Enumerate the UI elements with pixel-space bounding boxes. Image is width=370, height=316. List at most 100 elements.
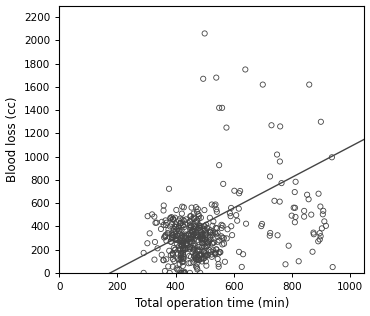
Point bbox=[216, 105, 222, 110]
Point bbox=[191, 232, 197, 237]
Point bbox=[144, 241, 150, 246]
Point bbox=[181, 225, 187, 230]
X-axis label: Total operation time (min): Total operation time (min) bbox=[135, 297, 289, 310]
Point bbox=[201, 248, 207, 253]
Point bbox=[317, 204, 323, 209]
Point bbox=[323, 223, 329, 228]
Point bbox=[164, 220, 169, 225]
Point bbox=[229, 233, 235, 238]
Point bbox=[174, 227, 180, 232]
Point bbox=[178, 270, 184, 275]
Point bbox=[293, 179, 299, 184]
Point bbox=[178, 255, 184, 260]
Point bbox=[199, 233, 205, 238]
Point bbox=[322, 219, 327, 224]
Point bbox=[170, 217, 176, 222]
Point bbox=[200, 235, 206, 240]
Point bbox=[317, 231, 323, 236]
Point bbox=[219, 222, 225, 227]
Point bbox=[177, 239, 183, 244]
Point bbox=[168, 239, 174, 244]
Point bbox=[172, 234, 178, 239]
Point bbox=[267, 174, 273, 179]
Point bbox=[209, 252, 215, 257]
Point bbox=[216, 262, 222, 267]
Point bbox=[161, 222, 167, 228]
Point bbox=[182, 234, 188, 239]
Point bbox=[172, 215, 178, 220]
Point bbox=[176, 247, 182, 252]
Point bbox=[193, 264, 199, 269]
Point bbox=[180, 270, 186, 275]
Point bbox=[277, 199, 283, 204]
Point bbox=[228, 205, 234, 210]
Point bbox=[196, 223, 202, 228]
Point bbox=[311, 232, 317, 237]
Point bbox=[182, 270, 188, 275]
Point bbox=[216, 251, 222, 256]
Point bbox=[201, 256, 207, 261]
Point bbox=[225, 227, 231, 232]
Point bbox=[194, 232, 200, 237]
Point bbox=[187, 225, 193, 230]
Point bbox=[193, 204, 199, 210]
Point bbox=[212, 203, 218, 208]
Point bbox=[163, 222, 169, 228]
Point bbox=[192, 256, 198, 261]
Point bbox=[258, 224, 264, 229]
Point bbox=[179, 259, 185, 264]
Point bbox=[174, 234, 180, 239]
Point bbox=[208, 249, 214, 254]
Point bbox=[210, 248, 216, 253]
Point bbox=[186, 240, 192, 245]
Point bbox=[204, 240, 209, 245]
Point bbox=[316, 191, 322, 196]
Point bbox=[183, 240, 189, 246]
Point bbox=[202, 244, 208, 249]
Point bbox=[292, 190, 298, 195]
Point bbox=[182, 246, 188, 251]
Point bbox=[209, 241, 215, 246]
Point bbox=[188, 237, 194, 242]
Point bbox=[204, 225, 210, 230]
Point bbox=[177, 231, 183, 236]
Point bbox=[210, 231, 216, 236]
Point bbox=[192, 235, 198, 240]
Point bbox=[195, 233, 201, 238]
Point bbox=[199, 236, 205, 241]
Point bbox=[192, 243, 198, 248]
Point bbox=[209, 202, 215, 207]
Point bbox=[182, 222, 188, 227]
Point bbox=[199, 238, 205, 243]
Point bbox=[213, 250, 219, 255]
Point bbox=[292, 220, 298, 225]
Point bbox=[188, 232, 194, 237]
Point bbox=[194, 220, 200, 225]
Point bbox=[188, 214, 194, 219]
Point bbox=[187, 236, 193, 241]
Point bbox=[179, 233, 185, 238]
Point bbox=[207, 215, 213, 220]
Point bbox=[169, 222, 175, 227]
Point bbox=[167, 270, 173, 275]
Point bbox=[198, 236, 204, 241]
Point bbox=[310, 230, 316, 235]
Point bbox=[196, 225, 202, 230]
Point bbox=[277, 124, 283, 129]
Point bbox=[173, 224, 179, 229]
Point bbox=[168, 216, 174, 221]
Point bbox=[162, 218, 168, 223]
Point bbox=[178, 253, 184, 258]
Point bbox=[220, 181, 226, 186]
Point bbox=[168, 252, 174, 258]
Point bbox=[169, 236, 175, 241]
Point bbox=[181, 270, 187, 275]
Point bbox=[171, 233, 176, 238]
Point bbox=[180, 240, 186, 245]
Point bbox=[219, 242, 225, 247]
Point bbox=[183, 240, 189, 246]
Point bbox=[162, 269, 168, 274]
Point bbox=[178, 270, 184, 275]
Point bbox=[178, 238, 184, 243]
Point bbox=[196, 252, 202, 258]
